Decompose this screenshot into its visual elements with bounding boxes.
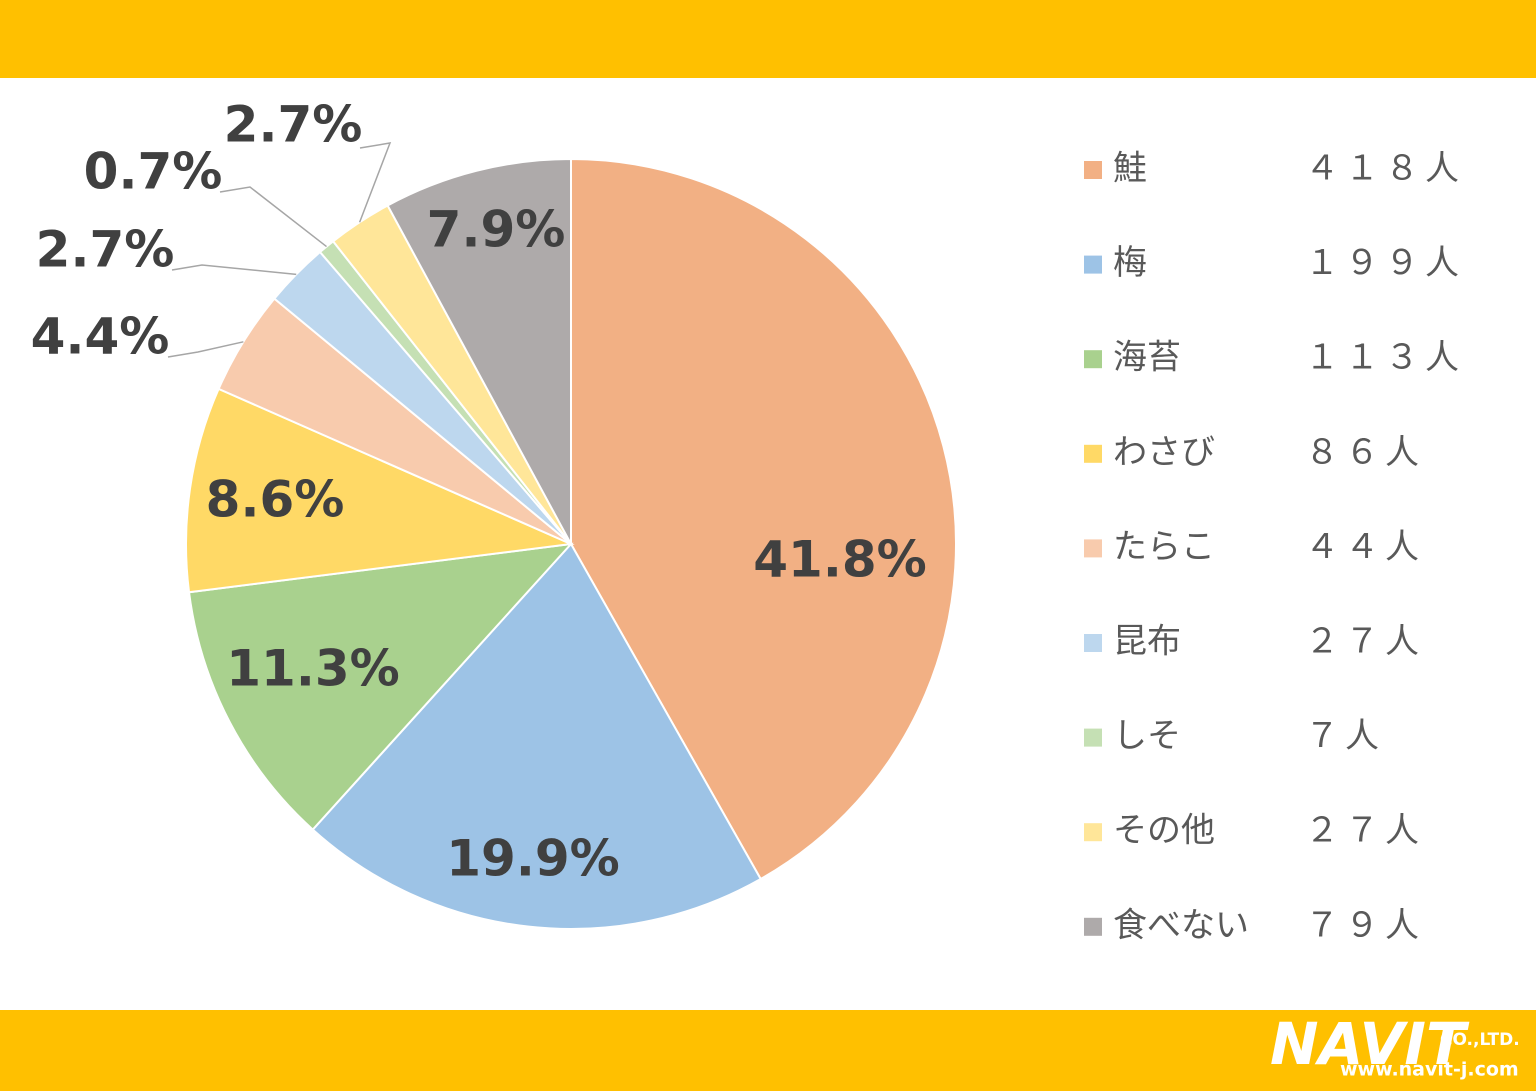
legend-count: １１３人	[1305, 338, 1465, 378]
legend-swatch	[1084, 255, 1102, 274]
pie-slice	[386, 157, 572, 545]
legend-count: １９９人	[1305, 243, 1465, 283]
legend-label: たらこ	[1113, 527, 1215, 567]
header-bar	[0, 0, 1536, 78]
legend-label: 昆布	[1113, 622, 1181, 662]
leader-line	[219, 186, 327, 248]
legend-label: 梅	[1113, 243, 1147, 283]
slice-label: 11.3%	[226, 640, 399, 698]
legend-label: しそ	[1113, 716, 1181, 756]
legend-count: ４１８人	[1305, 149, 1465, 189]
slice-label: 8.6%	[206, 471, 345, 529]
legend-label: 海苔	[1113, 338, 1181, 378]
slice-label: 4.4%	[31, 308, 170, 366]
legend-count: ２７人	[1305, 622, 1425, 662]
legend-count: ８６人	[1305, 432, 1425, 472]
legend-swatch	[1084, 350, 1102, 369]
logo-url: www.navit-j.com	[1340, 1059, 1519, 1081]
legend-label: わさび	[1113, 432, 1215, 472]
leader-line	[171, 264, 297, 276]
logo-company: CO.,LTD.	[1440, 1030, 1520, 1050]
legend-label: その他	[1113, 811, 1215, 851]
legend-swatch	[1084, 161, 1102, 179]
legend-count: ２７人	[1305, 811, 1425, 851]
slice-label: 41.8%	[753, 531, 926, 589]
pie-slice	[570, 157, 957, 881]
pie-slice	[187, 542, 574, 831]
legend-swatch	[1084, 634, 1102, 652]
slice-label: 2.7%	[224, 96, 363, 154]
legend-swatch	[1084, 728, 1102, 747]
slice-label: 19.9%	[446, 830, 619, 888]
legend-count: ４４人	[1305, 527, 1425, 567]
legend-count: ７９人	[1305, 905, 1425, 945]
legend-label: 食べない	[1113, 905, 1249, 945]
slice-label: 0.7%	[84, 143, 223, 201]
pie-slice	[185, 387, 575, 594]
legend-swatch	[1084, 823, 1102, 842]
leader-line	[358, 142, 392, 223]
legend-swatch	[1084, 917, 1102, 936]
slice-label: 2.7%	[36, 221, 175, 279]
legend-swatch	[1084, 539, 1102, 558]
legend-count: ７人	[1305, 716, 1385, 756]
legend-swatch	[1084, 444, 1102, 463]
logo: NAVIT	[1270, 1010, 1470, 1078]
pie-slice	[311, 542, 763, 930]
slice-label: 7.9%	[427, 201, 566, 259]
footer-bar	[0, 1010, 1536, 1091]
legend-label: 鮭	[1113, 149, 1147, 189]
leader-line	[167, 341, 244, 358]
